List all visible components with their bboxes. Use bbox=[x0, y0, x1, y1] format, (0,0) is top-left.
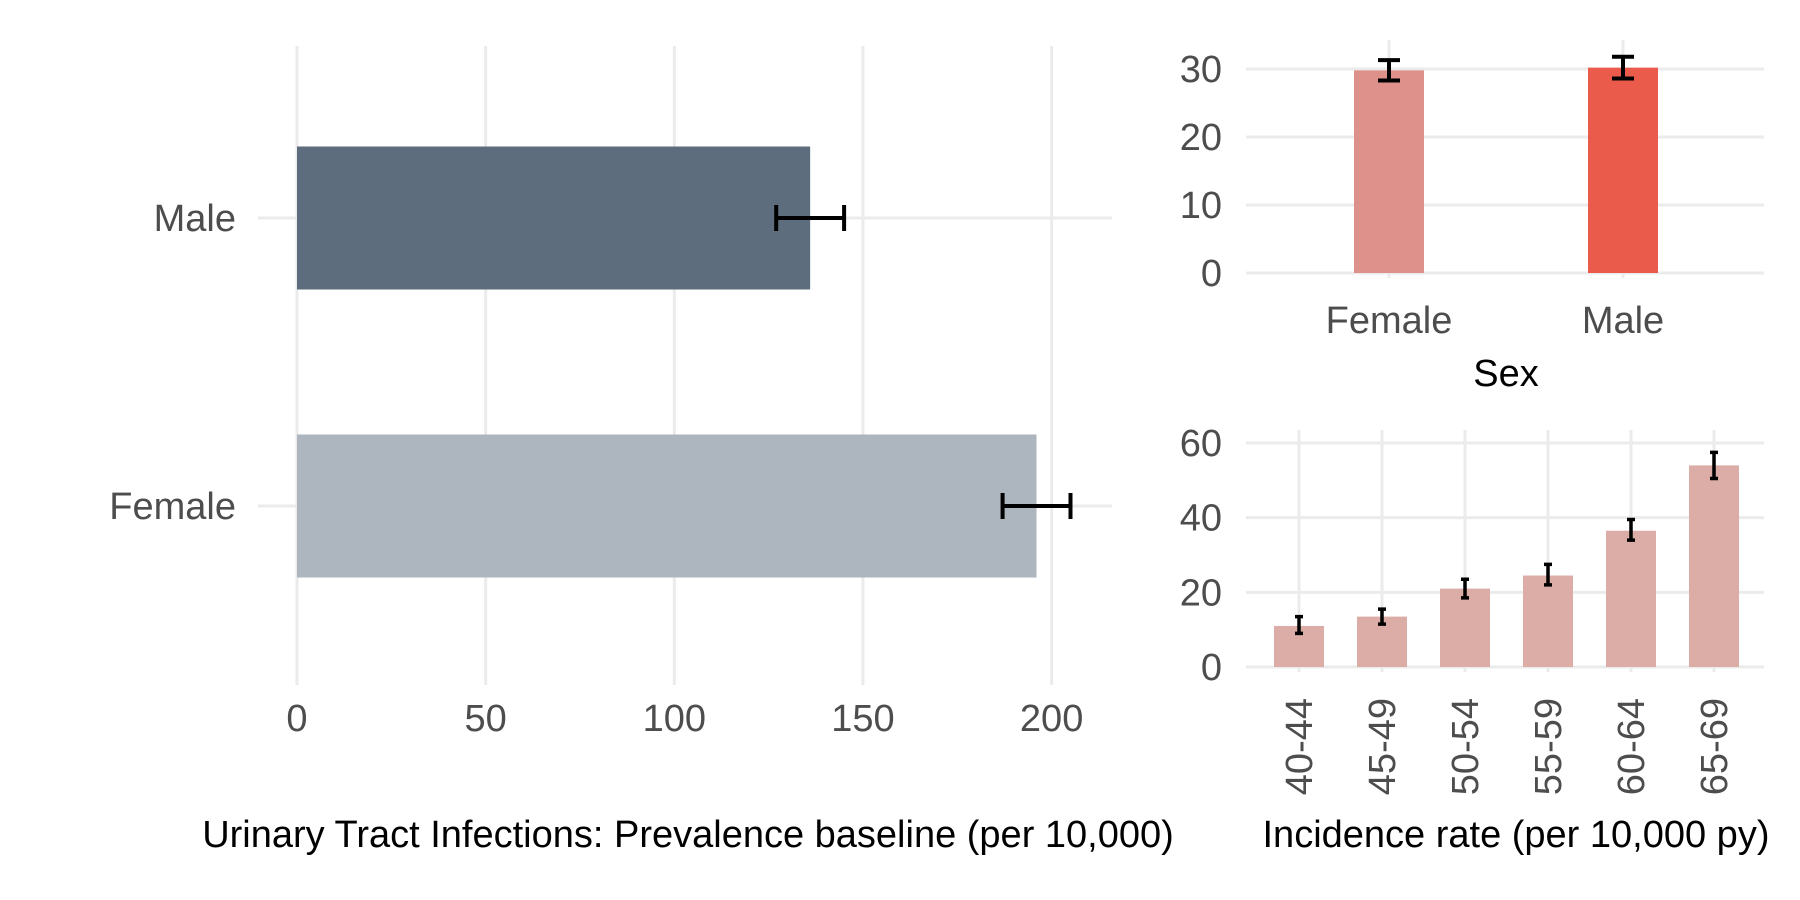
bar-age-60-64 bbox=[1606, 530, 1656, 667]
x-tick-label-male: Male bbox=[1582, 300, 1664, 342]
y-tick-label: 40 bbox=[1180, 498, 1222, 540]
incidence-axis-title: Incidence rate (per 10,000 py) bbox=[1263, 814, 1770, 856]
bar-age-65-69 bbox=[1689, 465, 1739, 667]
x-tick-label: 200 bbox=[1020, 698, 1083, 740]
y-tick-label: 30 bbox=[1180, 49, 1222, 91]
bar-male bbox=[1588, 67, 1658, 273]
prevalence-axis-title: Urinary Tract Infections: Prevalence bas… bbox=[202, 814, 1174, 856]
error-bar-male bbox=[774, 205, 847, 231]
y-tick-label: 10 bbox=[1180, 185, 1222, 227]
bar-female bbox=[1354, 70, 1424, 273]
x-tick-label-age: 60-64 bbox=[1611, 698, 1653, 795]
sex-axis-title: Sex bbox=[1473, 353, 1538, 395]
error-bar-age-45-49 bbox=[1378, 607, 1386, 626]
y-tick-label: 20 bbox=[1180, 572, 1222, 614]
error-bar-female bbox=[1378, 58, 1400, 83]
bar-female bbox=[297, 434, 1037, 578]
x-tick-label-age: 40-44 bbox=[1279, 698, 1321, 795]
x-tick-label: 150 bbox=[831, 698, 894, 740]
error-bar-age-50-54 bbox=[1461, 577, 1469, 600]
x-tick-label-age: 50-54 bbox=[1445, 698, 1487, 795]
bar-male bbox=[297, 146, 811, 290]
bar-age-55-59 bbox=[1523, 575, 1573, 667]
error-bar-female bbox=[1000, 493, 1073, 519]
x-tick-label: 0 bbox=[286, 698, 307, 740]
error-bar-age-60-64 bbox=[1627, 517, 1635, 542]
incidence-by-sex-panel: 0 10 20 30 Female Male bbox=[1180, 40, 1764, 342]
y-tick-label: 20 bbox=[1180, 117, 1222, 159]
error-bar-age-55-59 bbox=[1544, 562, 1552, 587]
y-tick-label-female: Female bbox=[109, 486, 236, 528]
y-tick-label: 60 bbox=[1180, 423, 1222, 465]
error-bar-age-65-69 bbox=[1710, 450, 1718, 481]
y-tick-label: 0 bbox=[1201, 647, 1222, 689]
x-tick-label-age: 55-59 bbox=[1528, 698, 1570, 795]
x-tick-label: 50 bbox=[465, 698, 507, 740]
y-tick-label: 0 bbox=[1201, 253, 1222, 295]
error-bar-male bbox=[1612, 54, 1634, 81]
y-tick-label-male: Male bbox=[154, 198, 236, 240]
incidence-by-age-panel: 0 20 40 60 40-44 45-49 50-54 55-59 60-64 65-69 bbox=[1180, 423, 1764, 795]
x-tick-label-age: 45-49 bbox=[1362, 698, 1404, 795]
x-tick-label-female: Female bbox=[1326, 300, 1453, 342]
error-bar-age-40-44 bbox=[1295, 614, 1303, 636]
bar-age-50-54 bbox=[1440, 588, 1490, 667]
x-tick-label-age: 65-69 bbox=[1694, 698, 1736, 795]
prevalence-panel: Male Female 0 50 100 150 200 bbox=[109, 46, 1112, 740]
x-tick-label: 100 bbox=[643, 698, 706, 740]
